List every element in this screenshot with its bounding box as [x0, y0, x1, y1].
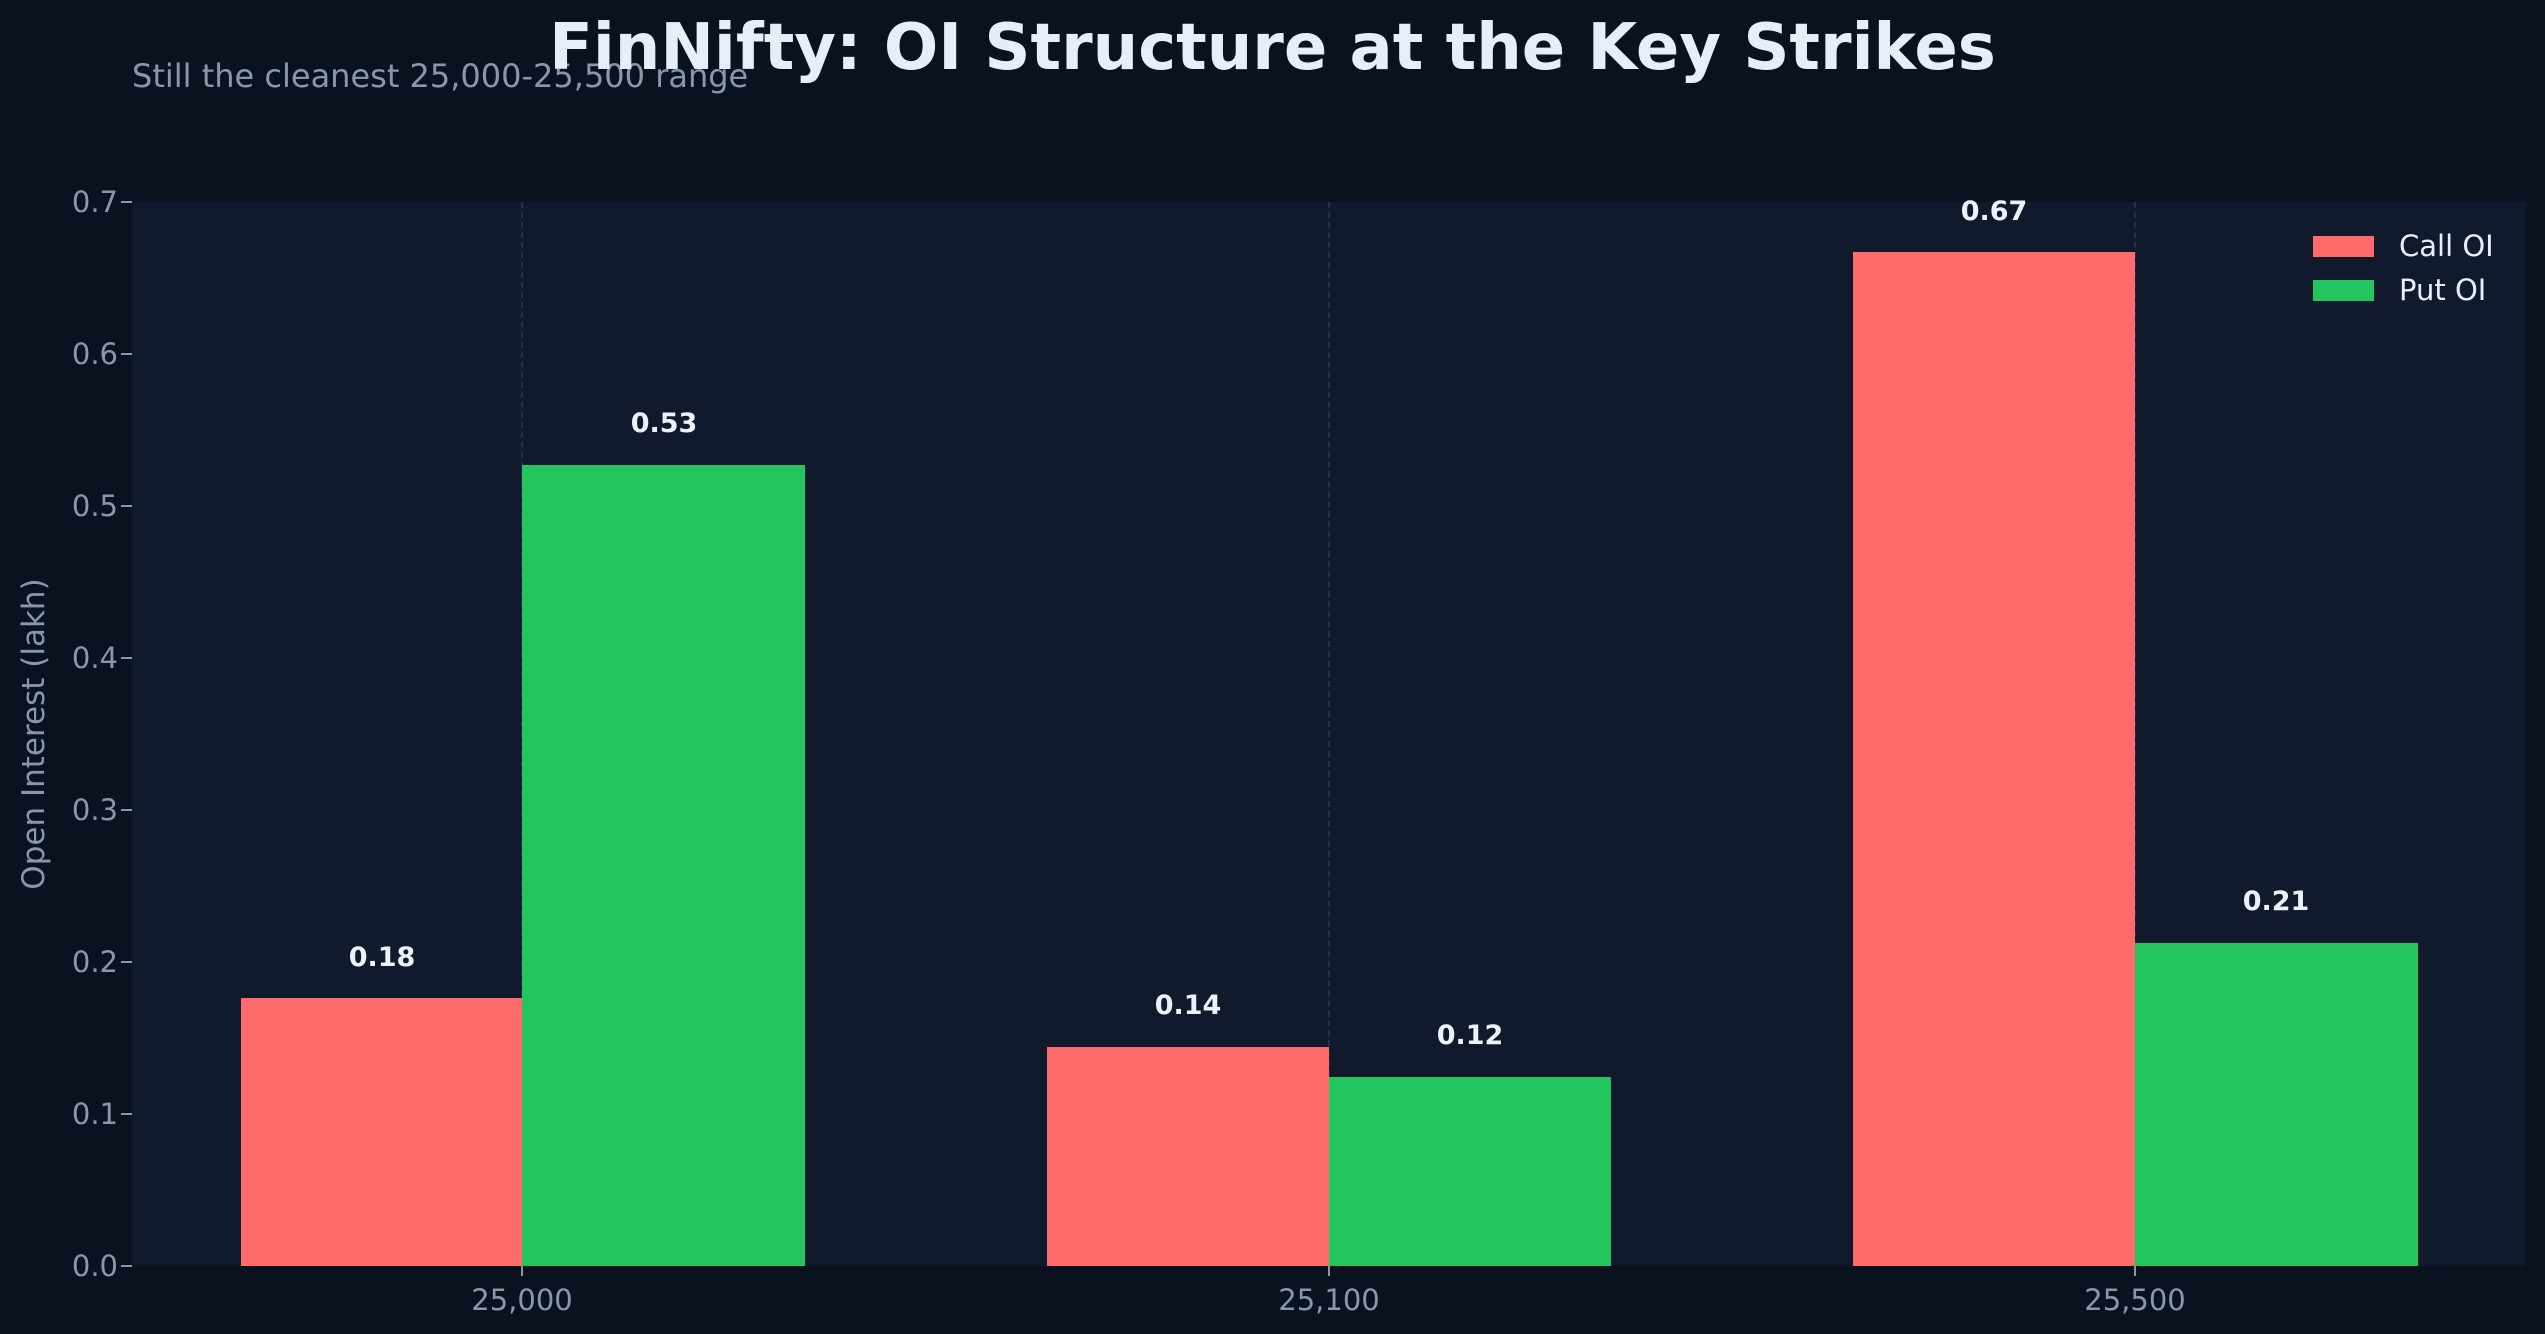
bar-value-label: 0.12	[1436, 1020, 1504, 1051]
bar-put-25500[interactable]	[2135, 943, 2418, 1266]
y-tick-mark	[121, 505, 132, 507]
gridline	[1328, 202, 1330, 1266]
put-swatch-icon	[2313, 279, 2374, 301]
legend-label: Call OI	[2399, 229, 2494, 263]
bar-call-25100[interactable]	[1047, 1047, 1329, 1266]
y-tick-mark	[121, 657, 132, 659]
y-tick-label: 0.3	[71, 793, 118, 827]
y-tick-mark	[121, 1265, 132, 1267]
y-tick-mark	[121, 201, 132, 203]
y-tick-label: 0.1	[71, 1097, 118, 1131]
y-axis-label: Open Interest (lakh)	[16, 578, 52, 890]
gridline	[2134, 202, 2136, 1266]
bar-value-label: 0.14	[1154, 990, 1222, 1021]
x-tick-label: 25,100	[1278, 1283, 1380, 1317]
call-swatch-icon	[2313, 235, 2374, 257]
bar-put-25000[interactable]	[522, 465, 805, 1266]
y-tick-mark	[121, 961, 132, 963]
legend-label: Put OI	[2399, 273, 2487, 307]
chart-subtitle: Still the cleanest 25,000-25,500 range	[132, 57, 749, 95]
x-tick-mark	[1328, 1266, 1330, 1276]
plot-area: 0.18 0.53 0.14 0.12 0.67 0.21	[132, 196, 2526, 1266]
y-tick-label: 0.6	[71, 337, 118, 371]
y-tick-label: 0.0	[71, 1249, 118, 1283]
y-tick-mark	[121, 1113, 132, 1115]
chart-title: FinNifty: OI Structure at the Key Strike…	[549, 11, 1996, 85]
bar-put-25100[interactable]	[1329, 1077, 1611, 1266]
bar-call-25000[interactable]	[241, 998, 522, 1266]
x-tick-label: 25,000	[471, 1283, 573, 1317]
y-tick-label: 0.5	[71, 489, 118, 523]
x-tick-mark	[521, 1266, 523, 1276]
legend-item-put[interactable]: Put OI	[2313, 268, 2494, 312]
x-tick-label: 25,500	[2084, 1283, 2186, 1317]
bar-value-label: 0.53	[630, 408, 698, 439]
bar-call-25500[interactable]	[1853, 252, 2135, 1266]
y-tick-label: 0.7	[71, 185, 118, 219]
legend: Call OI Put OI	[2313, 224, 2494, 312]
y-tick-label: 0.4	[71, 641, 118, 675]
y-tick-mark	[121, 353, 132, 355]
y-tick-label: 0.2	[71, 945, 118, 979]
x-tick-mark	[2134, 1266, 2136, 1276]
bar-value-label: 0.67	[1960, 196, 2028, 227]
bar-value-label: 0.21	[2242, 886, 2310, 917]
legend-item-call[interactable]: Call OI	[2313, 224, 2494, 268]
bar-value-label: 0.18	[348, 942, 416, 973]
y-tick-mark	[121, 809, 132, 811]
